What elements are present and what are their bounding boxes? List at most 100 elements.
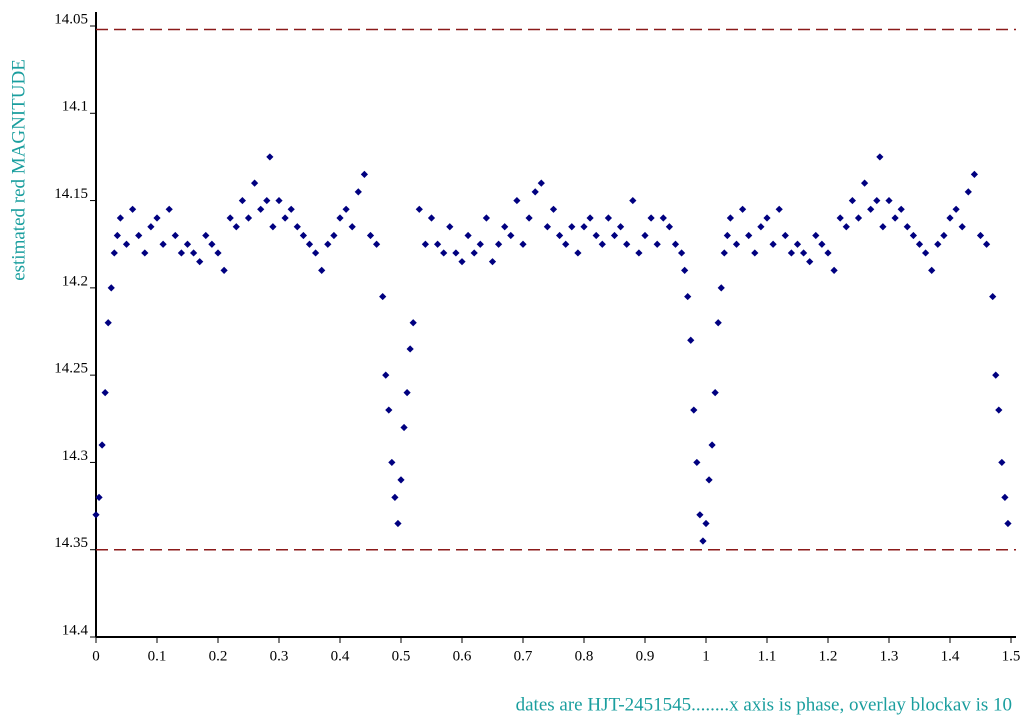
data-point: [275, 196, 283, 205]
data-point: [604, 214, 612, 222]
y-tick-label: 14.25: [54, 361, 88, 377]
data-point: [312, 249, 320, 257]
data-point: [556, 231, 564, 240]
data-point: [854, 214, 863, 222]
data-point: [354, 188, 362, 196]
data-point: [226, 214, 234, 222]
data-point: [507, 231, 515, 240]
data-point: [705, 476, 713, 484]
data-point: [251, 179, 259, 187]
data-point: [678, 249, 686, 257]
data-point: [421, 240, 429, 248]
x-tick-label: 0.8: [575, 648, 594, 664]
data-point: [681, 266, 689, 274]
data-point: [409, 319, 417, 327]
data-point: [897, 205, 905, 213]
data-point: [324, 240, 332, 248]
data-point: [983, 240, 991, 248]
data-point: [684, 292, 692, 301]
data-point: [214, 249, 222, 257]
data-point: [922, 249, 930, 257]
data-point: [793, 240, 802, 248]
data-point: [992, 371, 1000, 379]
data-point: [909, 231, 917, 240]
data-point: [629, 196, 637, 205]
data-point: [592, 231, 600, 240]
data-point: [687, 336, 695, 344]
data-point: [318, 266, 326, 274]
data-point: [135, 231, 143, 240]
data-point: [879, 223, 887, 231]
data-point: [482, 214, 490, 222]
data-point: [208, 240, 216, 248]
y-tick-label: 14.15: [54, 186, 88, 202]
y-axis-label: estimated red MAGNITUDE: [8, 59, 29, 281]
y-tick-label: 14.1: [62, 99, 88, 115]
x-tick-label: 1.1: [758, 648, 777, 664]
data-point: [720, 249, 728, 257]
data-point: [287, 205, 295, 213]
y-tick-label: 14.35: [54, 535, 88, 551]
data-point: [440, 249, 448, 257]
data-point: [702, 519, 710, 528]
data-point: [586, 214, 594, 222]
data-point: [745, 231, 753, 240]
data-point: [434, 240, 442, 248]
y-tick-label: 14.3: [62, 448, 88, 464]
data-point: [891, 214, 899, 222]
data-point: [714, 319, 722, 327]
data-point: [382, 371, 390, 379]
data-point: [360, 170, 368, 178]
data-point: [110, 249, 118, 257]
data-point: [934, 240, 942, 248]
data-point: [1001, 493, 1009, 501]
data-point: [202, 231, 210, 240]
data-point: [129, 205, 137, 213]
data-point: [635, 249, 643, 257]
data-point: [519, 240, 527, 248]
data-point: [775, 205, 783, 213]
data-point: [122, 240, 131, 248]
data-point: [330, 231, 338, 240]
data-point: [366, 231, 375, 240]
data-point: [153, 214, 161, 222]
data-point: [708, 441, 716, 449]
data-point: [946, 214, 954, 222]
data-point: [406, 345, 414, 353]
data-point: [690, 406, 698, 414]
data-point: [1004, 519, 1012, 528]
x-tick-label: 0: [92, 648, 100, 664]
data-point: [836, 214, 844, 222]
data-point: [623, 240, 631, 248]
data-point: [95, 493, 103, 501]
data-point: [415, 205, 423, 213]
data-point: [101, 389, 109, 397]
data-point: [717, 284, 725, 292]
data-point: [574, 249, 582, 257]
data-point: [699, 537, 707, 545]
data-point: [183, 240, 192, 248]
x-tick-label: 1.4: [941, 648, 960, 664]
data-point: [598, 240, 606, 248]
data-point: [568, 223, 576, 231]
data-point: [787, 249, 795, 257]
x-tick-label: 1.3: [880, 648, 899, 664]
data-point: [269, 223, 277, 231]
data-point: [769, 240, 777, 248]
data-point: [400, 423, 408, 432]
y-tick-label: 14.05: [54, 11, 88, 27]
data-point: [693, 458, 701, 467]
data-point: [800, 249, 808, 257]
data-point: [696, 511, 704, 519]
data-point: [876, 153, 884, 161]
data-point: [824, 249, 832, 257]
data-point: [293, 223, 301, 231]
data-point: [995, 406, 1003, 414]
data-point: [732, 240, 741, 248]
data-point: [495, 240, 503, 248]
data-point: [107, 284, 115, 292]
data-point: [723, 231, 731, 240]
data-point: [394, 519, 402, 528]
data-point: [104, 319, 112, 327]
